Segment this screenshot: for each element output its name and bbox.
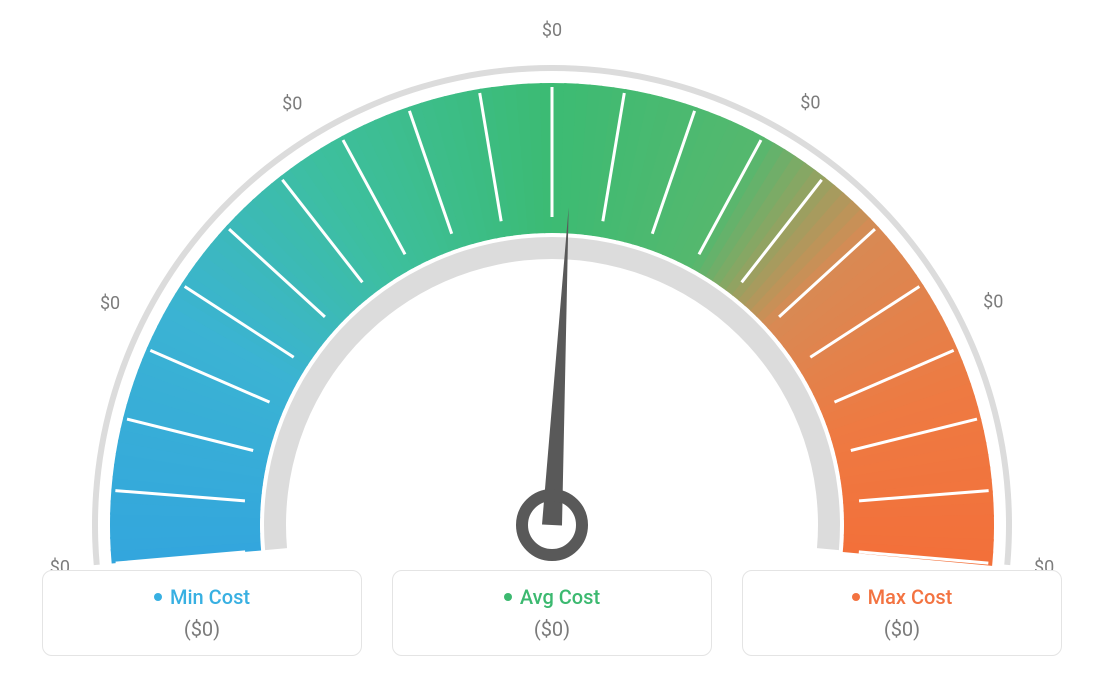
- gauge-scale-label: $0: [542, 20, 562, 41]
- legend-value: ($0): [43, 617, 361, 641]
- legend-label-line: Avg Cost: [393, 585, 711, 609]
- legend-dot-icon: [504, 593, 512, 601]
- gauge-scale-label: $0: [282, 94, 302, 115]
- gauge-chart: $0 $0 $0 $0 $0 $0 $0: [0, 0, 1104, 570]
- legend-card: Min Cost ($0): [42, 570, 362, 656]
- legend-dot-icon: [852, 593, 860, 601]
- gauge-scale-label: $0: [50, 557, 70, 570]
- legend-row: Min Cost ($0) Avg Cost ($0) Max Cost ($0): [0, 570, 1104, 656]
- legend-value: ($0): [743, 617, 1061, 641]
- legend-card: Max Cost ($0): [742, 570, 1062, 656]
- legend-label-line: Max Cost: [743, 585, 1061, 609]
- gauge-scale-label: $0: [800, 93, 820, 114]
- legend-card: Avg Cost ($0): [392, 570, 712, 656]
- legend-label: Avg Cost: [520, 585, 600, 609]
- legend-value: ($0): [393, 617, 711, 641]
- legend-label-line: Min Cost: [43, 585, 361, 609]
- gauge-scale-label: $0: [983, 292, 1003, 313]
- legend-label: Min Cost: [170, 585, 250, 609]
- legend-label: Max Cost: [868, 585, 953, 609]
- cost-gauge-widget: $0$0$0$0$0$0$0 Min Cost($0)Avg Cost($0)M…: [0, 0, 1104, 690]
- gauge-scale-label: $0: [100, 293, 120, 314]
- gauge-scale-label: $0: [1034, 557, 1054, 570]
- legend-dot-icon: [154, 593, 162, 601]
- gauge-area: $0 $0 $0 $0 $0 $0 $0: [0, 0, 1104, 570]
